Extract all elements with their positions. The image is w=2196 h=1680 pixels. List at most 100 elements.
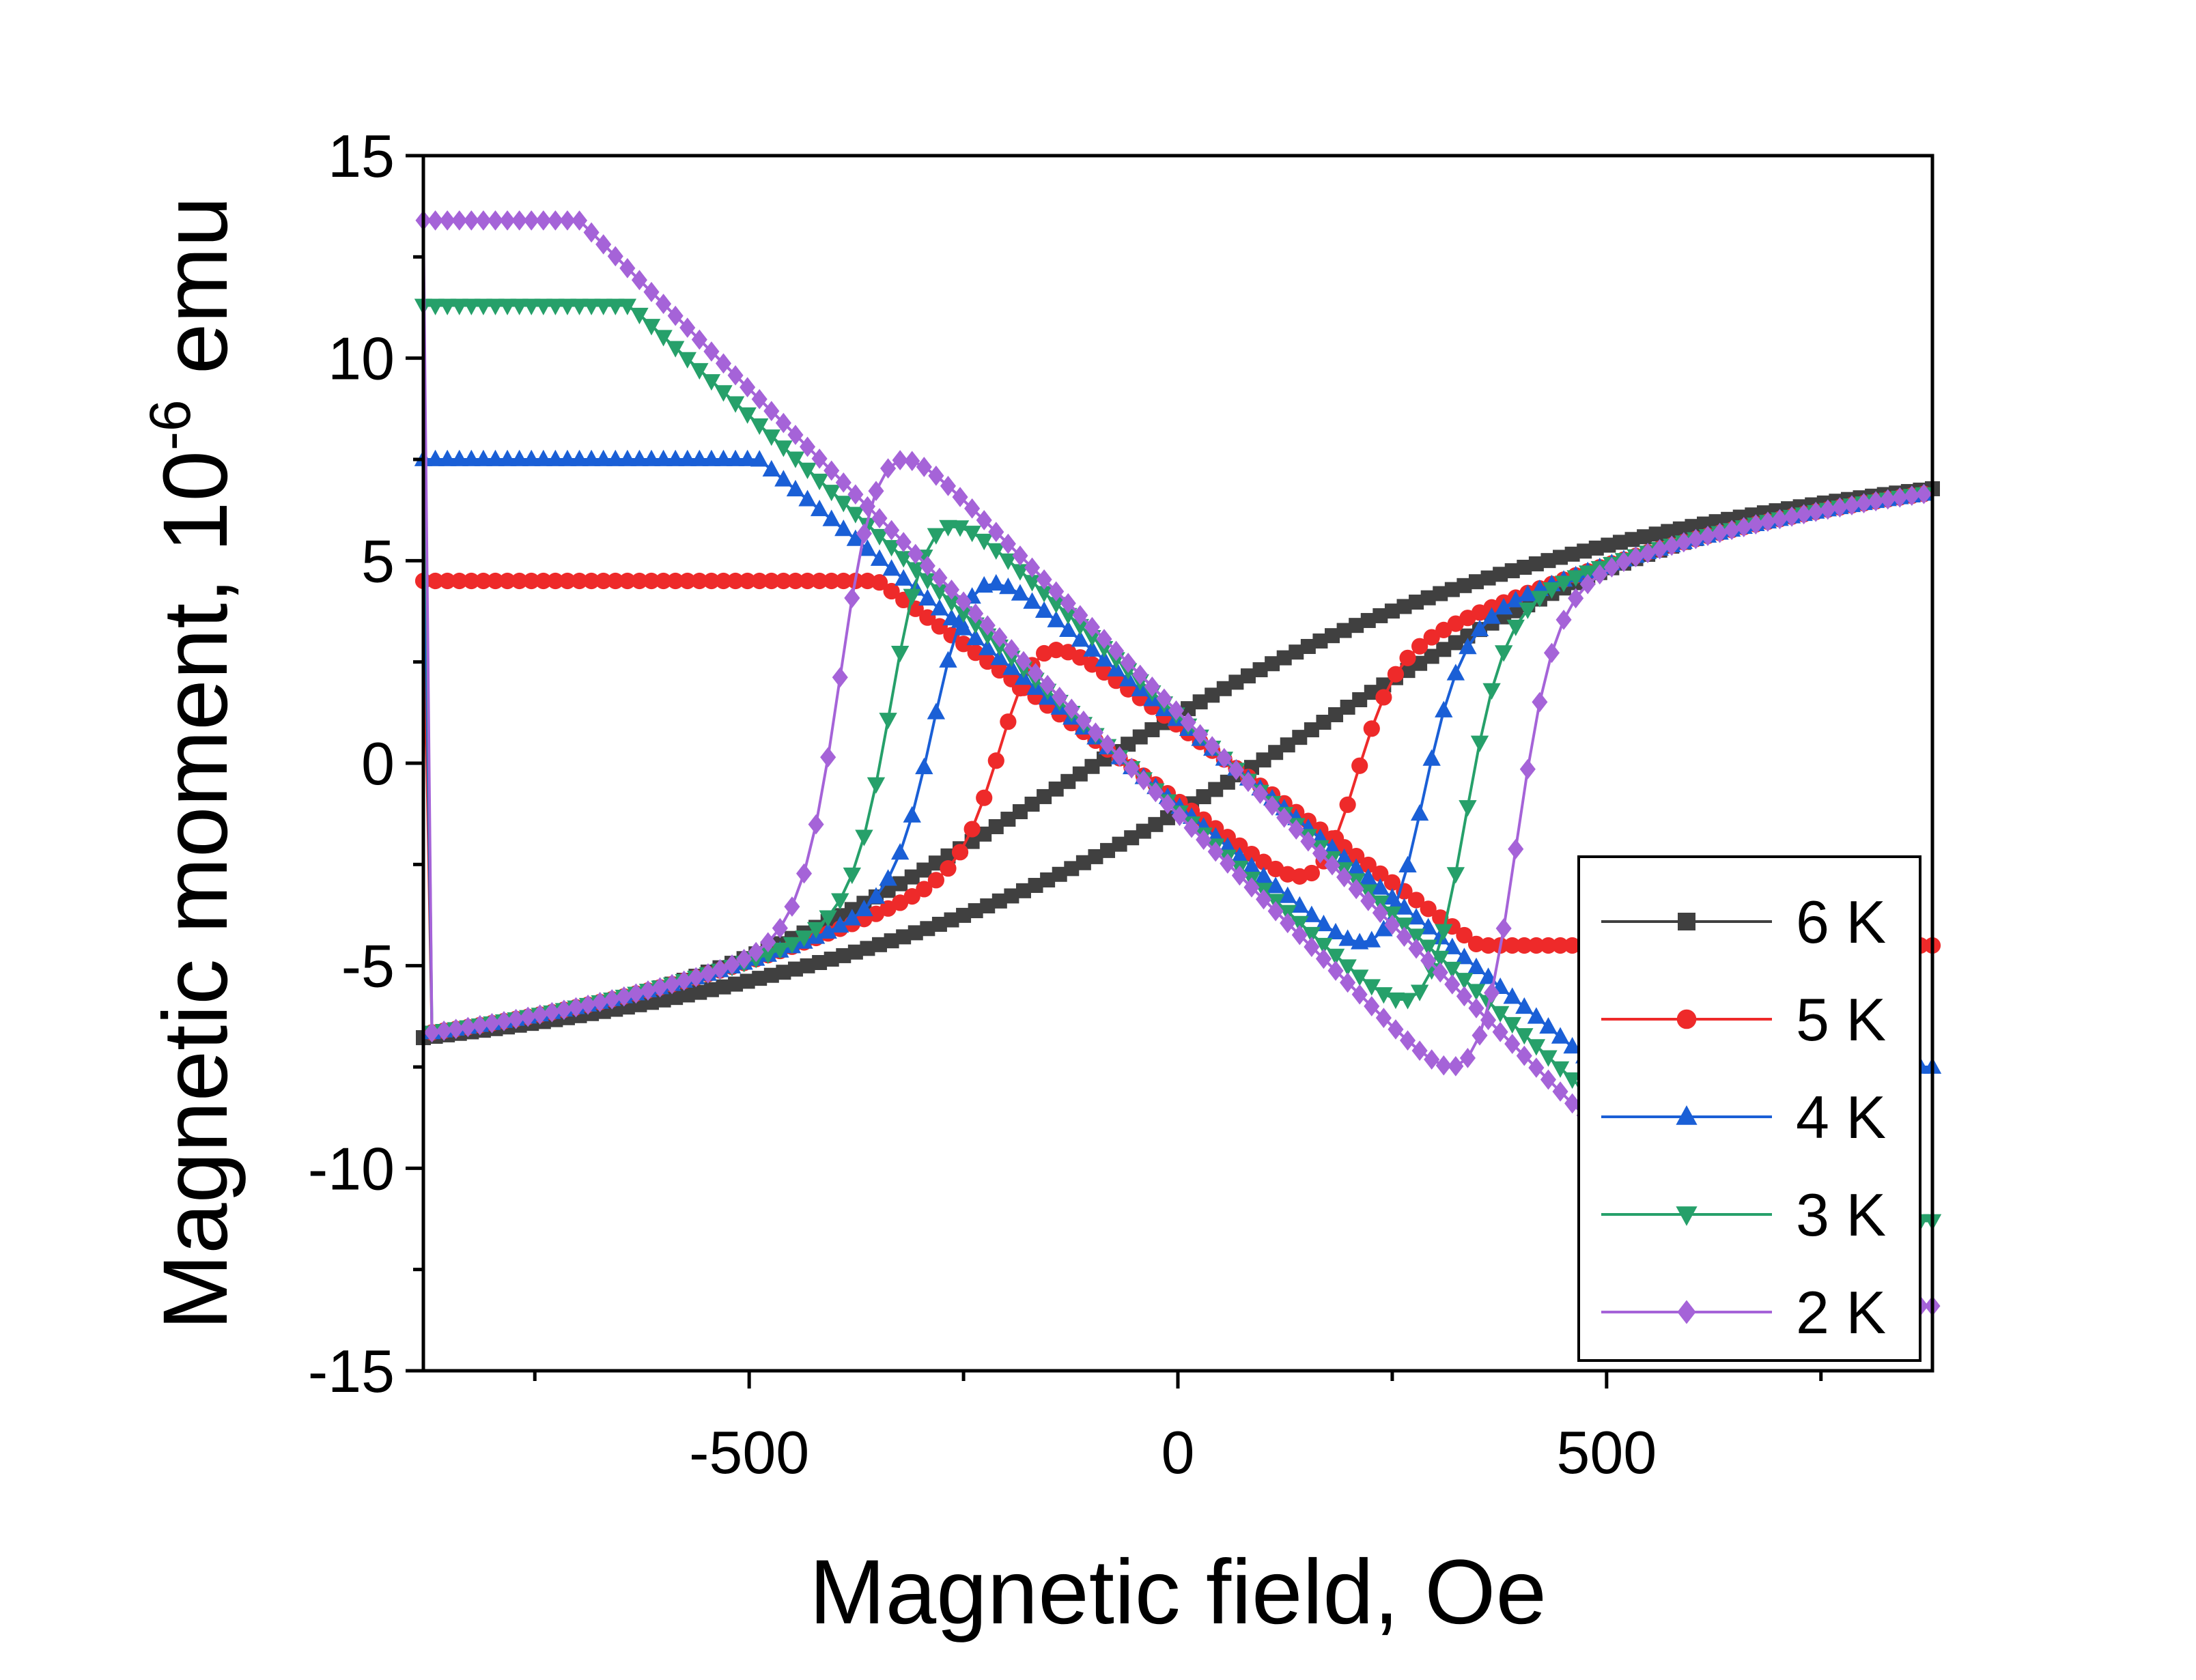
data-point (808, 814, 824, 835)
data-point (1000, 533, 1016, 554)
data-point (1265, 656, 1280, 672)
data-point (1446, 664, 1465, 681)
data-point (1208, 782, 1224, 797)
data-point (976, 826, 992, 842)
data-point (666, 341, 685, 358)
data-point (760, 932, 776, 953)
data-point (1564, 1093, 1581, 1114)
data-point (1132, 664, 1149, 685)
data-point (580, 994, 596, 1015)
data-point (1411, 638, 1428, 655)
data-point (1503, 987, 1521, 1004)
data-point (991, 627, 1008, 648)
data-point (795, 930, 813, 948)
data-point (1267, 900, 1284, 922)
data-point (988, 522, 1004, 543)
data-point (907, 543, 924, 565)
data-point (1315, 948, 1332, 969)
data-point (1228, 760, 1244, 780)
data-point (1156, 688, 1172, 709)
data-point (1024, 557, 1041, 578)
data-point (1579, 565, 1597, 582)
data-point (738, 407, 757, 424)
data-point (870, 549, 889, 566)
data-point (1492, 1021, 1508, 1042)
data-point (980, 898, 996, 914)
data-point (475, 572, 492, 590)
data-point (1539, 1016, 1558, 1034)
data-point (1527, 1007, 1546, 1024)
data-point (487, 210, 504, 231)
data-point (462, 298, 481, 315)
data-point (1348, 848, 1365, 865)
data-point (904, 869, 920, 885)
data-point (1148, 816, 1164, 832)
data-point (1467, 984, 1486, 1001)
data-point (1207, 841, 1224, 862)
data-point (1652, 539, 1668, 560)
data-point (1459, 1048, 1476, 1068)
data-point (1771, 509, 1788, 530)
data-point (594, 449, 613, 466)
data-point (1443, 937, 1462, 954)
data-point (943, 579, 960, 600)
data-point (860, 941, 875, 956)
data-point (884, 519, 900, 541)
data-point (963, 821, 981, 838)
data-point (1360, 891, 1377, 911)
data-point (846, 529, 865, 546)
data-point (1024, 796, 1040, 812)
data-point (928, 855, 944, 871)
legend-entry: 2 K (1601, 1279, 1886, 1346)
data-point (534, 449, 552, 466)
data-point (1291, 924, 1308, 945)
data-point (1255, 853, 1272, 870)
data-point (1399, 1030, 1416, 1051)
data-point (1060, 593, 1076, 614)
data-point (1796, 504, 1812, 525)
data-point (979, 615, 996, 636)
data-point (1556, 610, 1572, 630)
data-point (1577, 543, 1592, 559)
y-tick-label: 0 (361, 730, 395, 797)
data-point (1375, 920, 1393, 937)
data-point (858, 539, 877, 556)
data-point (1351, 984, 1368, 1005)
data-point (1784, 506, 1800, 527)
data-point (703, 982, 719, 997)
data-point (1240, 771, 1256, 793)
data-point (1539, 1050, 1558, 1067)
data-point (928, 465, 944, 486)
data-point (879, 869, 897, 886)
data-point (1432, 962, 1448, 983)
data-point (964, 498, 981, 519)
data-point (667, 572, 684, 590)
data-point (811, 572, 828, 590)
data-point (1412, 655, 1428, 671)
data-point (1387, 666, 1405, 683)
data-point (1059, 608, 1078, 625)
data-point (1372, 608, 1388, 623)
data-point (1304, 722, 1319, 738)
data-point (691, 329, 707, 350)
data-point (1292, 730, 1308, 745)
data-point (942, 595, 961, 612)
data-point (474, 298, 493, 315)
data-point (1159, 810, 1175, 825)
data-point (1266, 877, 1285, 894)
legend-entry: 4 K (1601, 1083, 1886, 1151)
data-point (1349, 618, 1364, 633)
data-point (942, 608, 961, 626)
data-point (1831, 497, 1848, 518)
data-point (1324, 855, 1340, 876)
data-point (426, 449, 445, 466)
data-point (890, 645, 910, 663)
data-point (654, 330, 673, 347)
data-point (1592, 564, 1608, 585)
data-point (895, 532, 912, 552)
data-point (834, 519, 853, 537)
y-tick-label: -5 (341, 932, 395, 1000)
data-point (439, 210, 455, 231)
data-point (1807, 501, 1824, 522)
data-point (522, 298, 541, 315)
